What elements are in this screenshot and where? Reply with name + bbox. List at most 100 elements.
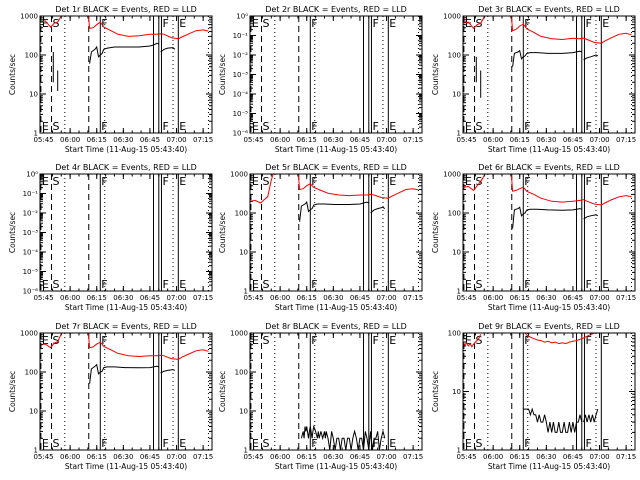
panel-det-2: Det 2r BLACK = Events, RED = LLDEESSFFFF…: [218, 5, 423, 154]
marker-label-bottom: F: [101, 120, 107, 133]
x-tick-label: 06:00: [60, 453, 80, 461]
x-axis-label: Start Time (11-Aug-15 05:43:40): [65, 462, 187, 471]
y-tick-label: 1000: [20, 330, 38, 338]
x-tick-label: 07:00: [589, 136, 609, 144]
y-tick-label: 10⁻³: [233, 71, 249, 79]
marker-label-top: E: [42, 334, 49, 347]
lld-series-line: [524, 333, 596, 345]
marker-label-top: F: [524, 334, 530, 347]
x-tick-label: 07:00: [376, 294, 396, 302]
marker-label-bottom: E: [602, 437, 609, 450]
marker-label-bottom: E: [179, 278, 186, 291]
marker-label-top: S: [53, 17, 60, 30]
panel-title: Det 8r BLACK = Events, RED = LLD: [265, 322, 407, 331]
marker-label-top: S: [476, 175, 483, 188]
x-tick-label: 06:15: [87, 294, 107, 302]
marker-label-bottom: S: [263, 437, 270, 450]
plot-frame: [249, 173, 423, 292]
x-tick-label: 06:30: [536, 294, 556, 302]
events-series-line: [512, 49, 582, 67]
marker-label-bottom: E: [42, 120, 49, 133]
y-tick-label: 10⁻¹: [23, 190, 39, 198]
x-tick-label: 06:00: [483, 453, 503, 461]
events-series-line: [299, 201, 370, 222]
marker-label-bottom: E: [252, 437, 259, 450]
y-axis-label: Counts/sec: [8, 212, 17, 253]
x-tick-label: 06:45: [563, 136, 583, 144]
y-tick-label: 10: [452, 91, 461, 99]
marker-label-top: F: [585, 334, 591, 347]
x-tick-label: 06:45: [350, 136, 370, 144]
x-tick-label: 06:45: [140, 294, 160, 302]
x-tick-label: 05:45: [456, 294, 476, 302]
x-tick-label: 06:45: [350, 294, 370, 302]
events-series-line: [370, 206, 386, 214]
marker-label-bottom: E: [602, 120, 609, 133]
events-series-line: [583, 54, 599, 61]
y-tick-label: 10⁻⁵: [23, 268, 39, 276]
marker-label-top: F: [372, 17, 378, 30]
y-tick-label: 1000: [443, 13, 461, 21]
plot-frame: [39, 173, 213, 292]
marker-label-bottom: E: [602, 278, 609, 291]
y-tick-label: 10: [239, 249, 248, 257]
x-tick-label: 06:15: [297, 453, 317, 461]
marker-label-bottom: F: [372, 437, 378, 450]
x-tick-label: 05:45: [456, 136, 476, 144]
panel-det-8: Det 8r BLACK = Events, RED = LLDEESSFFFF…: [218, 322, 423, 471]
marker-label-top: F: [101, 334, 107, 347]
x-axis-label: Start Time (11-Aug-15 05:43:40): [275, 303, 397, 312]
marker-label-top: S: [263, 175, 270, 188]
marker-label-bottom: S: [53, 120, 60, 133]
plot-frame: [249, 15, 423, 134]
x-axis-label: Start Time (11-Aug-15 05:43:40): [275, 145, 397, 154]
marker-label-top: F: [162, 17, 168, 30]
marker-label-top: E: [42, 175, 49, 188]
marker-label-top: E: [465, 17, 472, 30]
marker-label-top: F: [311, 334, 317, 347]
x-tick-label: 07:00: [376, 136, 396, 144]
panel-det-6: Det 6r BLACK = Events, RED = LLDEESSFFFF…: [431, 163, 636, 312]
marker-label-bottom: E: [252, 278, 259, 291]
x-axis-label: Start Time (11-Aug-15 05:43:40): [488, 303, 610, 312]
marker-label-bottom: F: [311, 437, 317, 450]
panel-title: Det 3r BLACK = Events, RED = LLD: [478, 5, 620, 14]
events-series-line: [583, 214, 599, 220]
x-tick-label: 06:30: [323, 294, 343, 302]
x-tick-label: 06:00: [270, 136, 290, 144]
y-tick-label: 10⁻¹: [233, 32, 249, 40]
marker-label-bottom: E: [389, 278, 396, 291]
marker-label-top: S: [53, 175, 60, 188]
y-tick-label: 10⁻²: [23, 210, 39, 218]
y-axis-label: Counts/sec: [218, 371, 227, 412]
y-tick-label: 1000: [230, 330, 248, 338]
x-tick-label: 06:00: [270, 294, 290, 302]
marker-label-top: E: [602, 175, 609, 188]
x-tick-label: 06:45: [563, 294, 583, 302]
plot-frame: [462, 173, 636, 292]
panel-title: Det 6r BLACK = Events, RED = LLD: [478, 163, 620, 172]
marker-label-bottom: F: [162, 120, 168, 133]
marker-label-bottom: F: [162, 278, 168, 291]
marker-label-bottom: S: [476, 120, 483, 133]
marker-label-top: S: [53, 334, 60, 347]
x-tick-label: 07:15: [616, 294, 636, 302]
plot-frame: [39, 332, 213, 451]
events-series-line: [89, 363, 159, 384]
y-tick-label: 100: [235, 210, 248, 218]
marker-label-bottom: F: [585, 120, 591, 133]
marker-label-bottom: E: [42, 437, 49, 450]
y-tick-label: 10⁰: [236, 13, 248, 21]
marker-label-bottom: F: [524, 278, 530, 291]
marker-label-bottom: F: [101, 278, 107, 291]
marker-label-bottom: F: [311, 120, 317, 133]
x-tick-label: 05:45: [33, 294, 53, 302]
marker-label-top: F: [372, 175, 378, 188]
marker-label-top: F: [311, 17, 317, 30]
y-tick-label: 1000: [20, 13, 38, 21]
y-axis-label: Counts/sec: [431, 212, 440, 253]
marker-label-bottom: E: [179, 437, 186, 450]
y-tick-label: 1000: [230, 171, 248, 179]
marker-label-top: E: [389, 17, 396, 30]
